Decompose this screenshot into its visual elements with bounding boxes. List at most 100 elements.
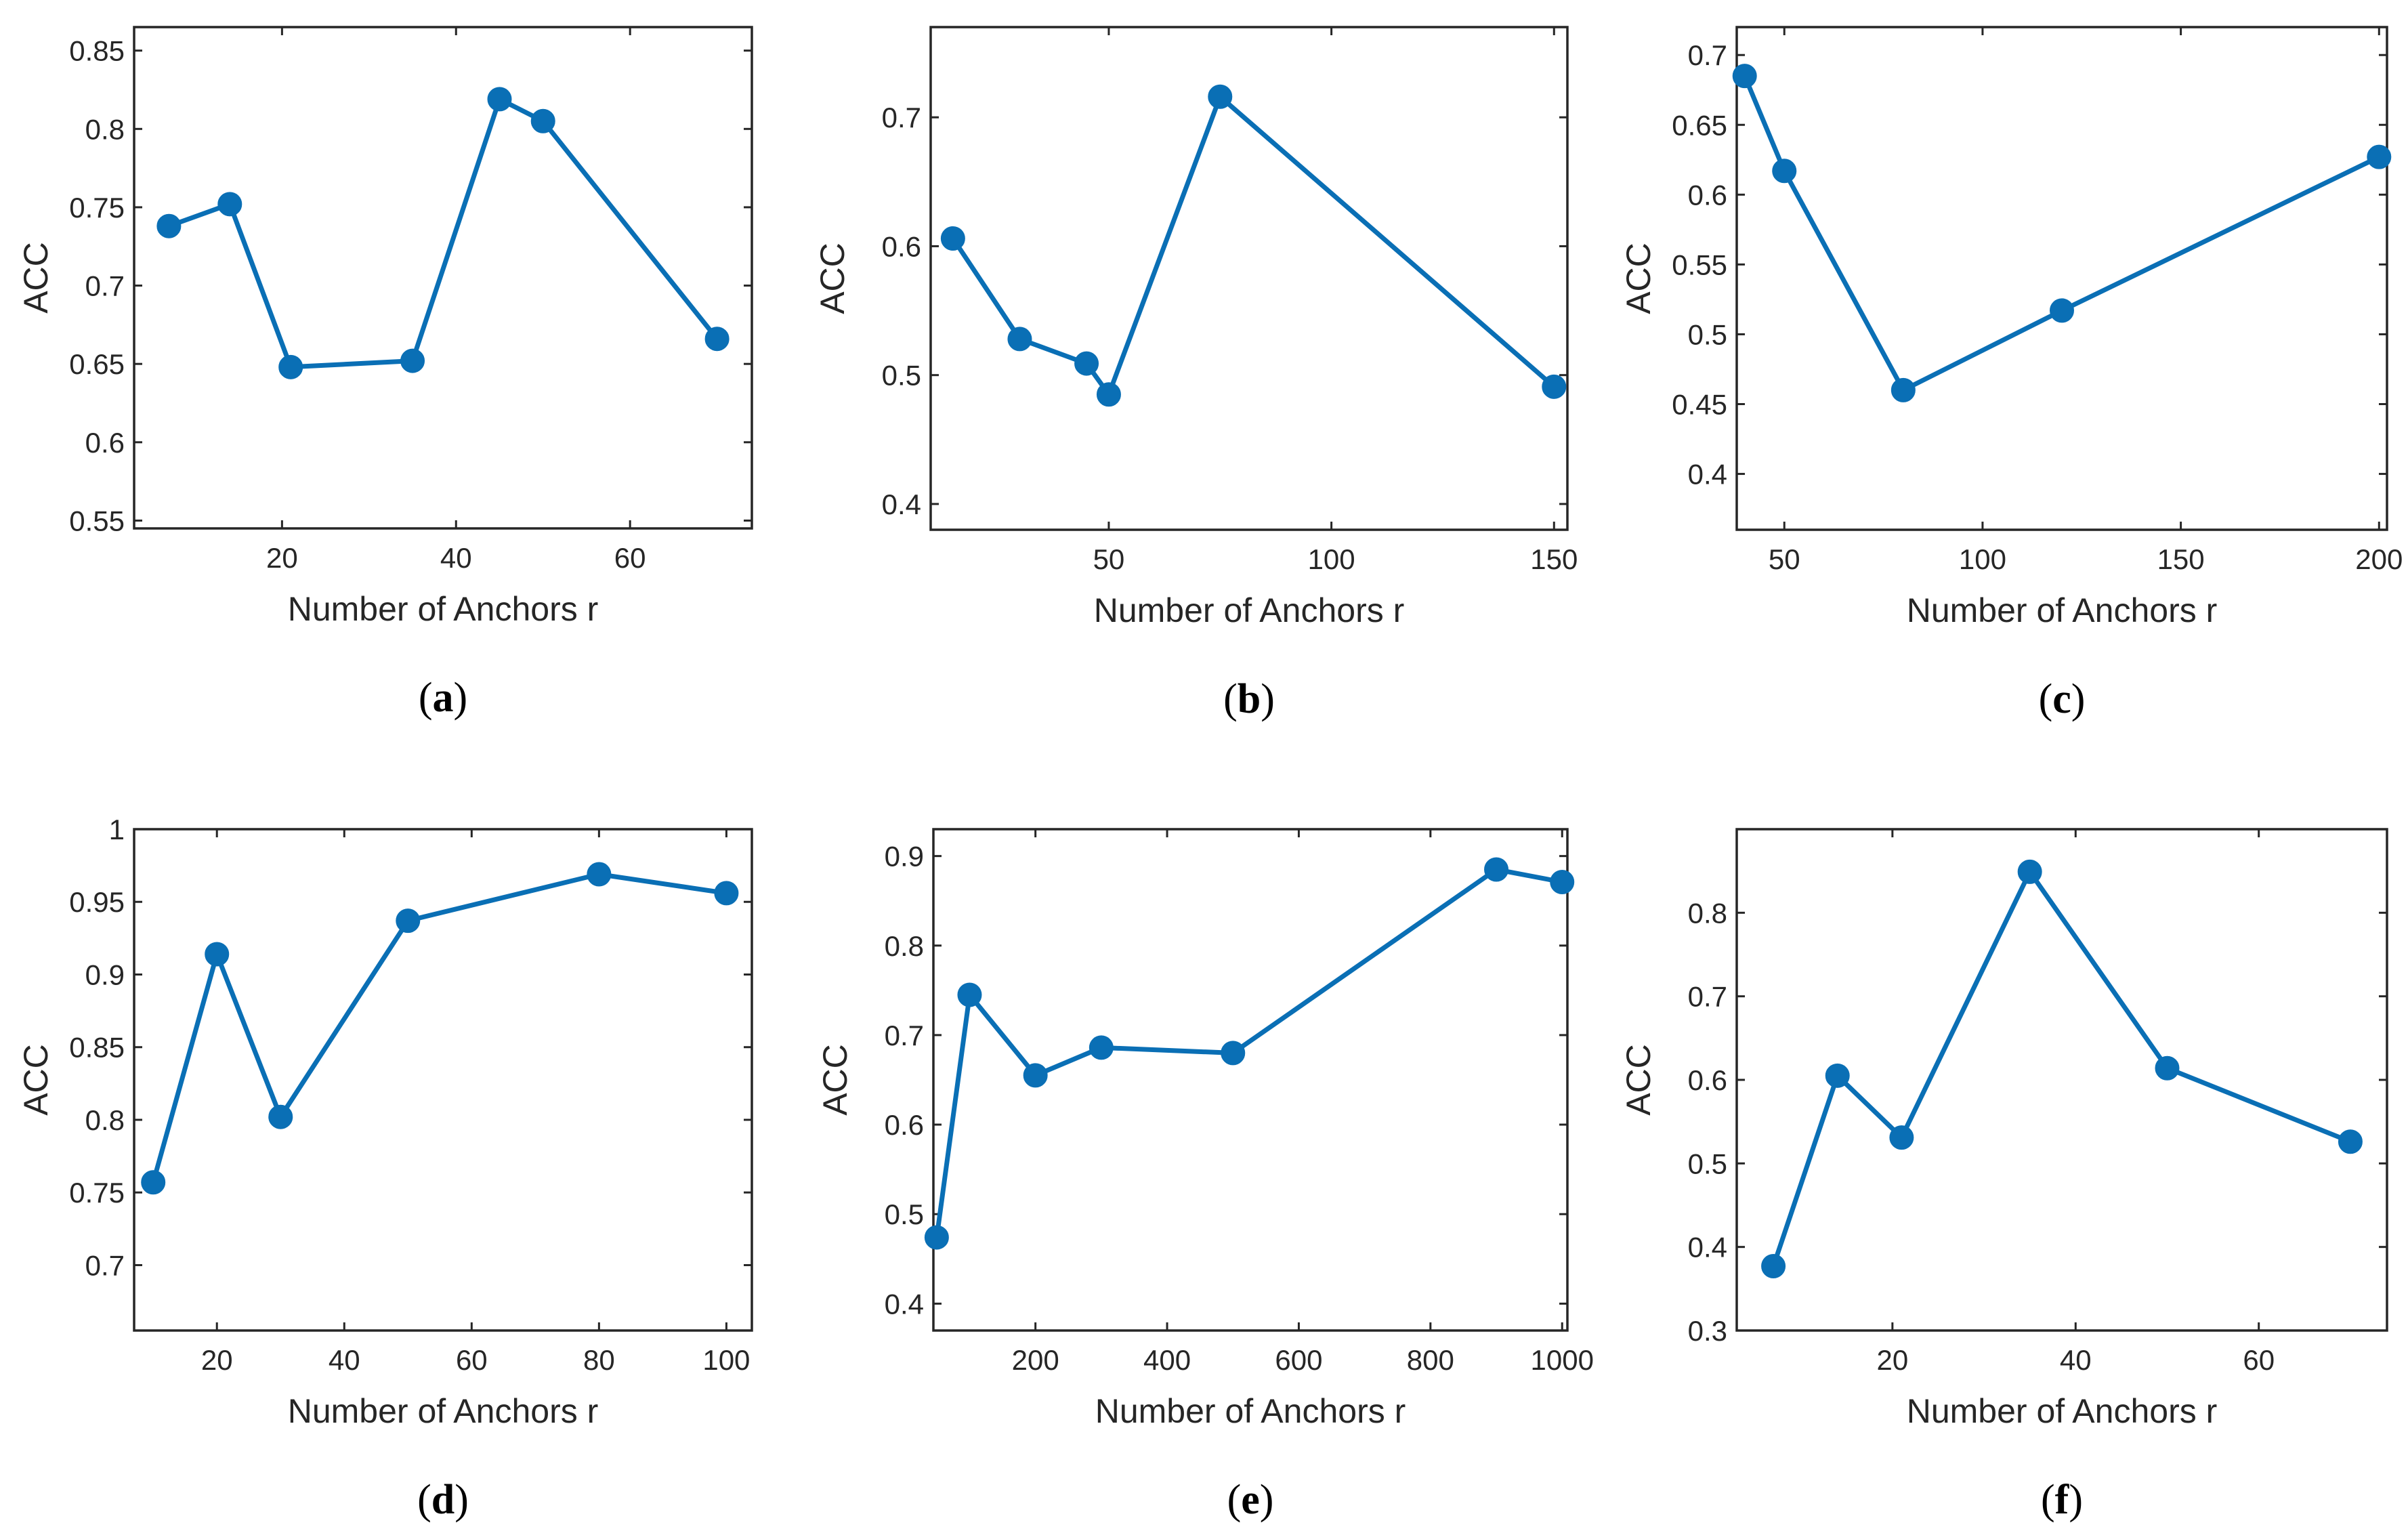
x-tick-label: 400 bbox=[1143, 1344, 1191, 1376]
y-axis-title: ACC bbox=[814, 243, 851, 314]
data-point bbox=[1208, 84, 1233, 109]
y-tick-label: 0.7 bbox=[85, 1249, 125, 1281]
panel-caption: (b) bbox=[1223, 676, 1275, 722]
y-tick-label: 0.65 bbox=[69, 348, 125, 380]
data-point bbox=[278, 354, 303, 379]
data-point bbox=[1825, 1063, 1850, 1088]
x-tick-label: 80 bbox=[583, 1344, 615, 1376]
y-tick-label: 0.6 bbox=[85, 427, 125, 459]
x-tick-label: 50 bbox=[1093, 543, 1125, 575]
data-point bbox=[940, 226, 965, 251]
data-point bbox=[1096, 382, 1121, 407]
data-point bbox=[1484, 857, 1509, 882]
series-line bbox=[168, 96, 719, 370]
y-tick-label: 0.3 bbox=[1688, 1315, 1727, 1347]
series-line bbox=[934, 867, 1563, 1238]
x-tick-label: 40 bbox=[440, 542, 472, 574]
y-tick-label: 0.5 bbox=[1688, 318, 1727, 350]
x-axis-title: Number of Anchors r bbox=[1095, 1392, 1406, 1430]
y-axis-title: ACC bbox=[1620, 1044, 1657, 1116]
y-tick-label: 0.7 bbox=[882, 102, 921, 133]
data-point bbox=[141, 1170, 166, 1195]
y-tick-label: 0.7 bbox=[885, 1020, 924, 1051]
y-tick-label: 0.7 bbox=[1688, 39, 1727, 71]
panel-caption: (d) bbox=[417, 1477, 469, 1523]
y-tick-label: 0.4 bbox=[882, 488, 921, 520]
data-point bbox=[587, 862, 612, 887]
y-tick-label: 0.6 bbox=[1688, 179, 1727, 211]
y-tick-label: 0.8 bbox=[85, 1104, 125, 1136]
x-tick-label: 150 bbox=[2157, 543, 2205, 575]
x-tick-label: 800 bbox=[1407, 1344, 1454, 1376]
chart-panel-c: 50 100 150 200 0.4 0.45 0.5 0.55 0.6 0.65 0.7 Numbe… bbox=[1620, 26, 2403, 722]
y-tick-label: 0.95 bbox=[69, 886, 125, 918]
y-tick-label: 0.55 bbox=[1672, 249, 1727, 280]
y-axis-title: ACC bbox=[1620, 243, 1657, 314]
data-point bbox=[268, 1104, 293, 1129]
data-point bbox=[400, 348, 425, 373]
data-point bbox=[1221, 1041, 1246, 1066]
y-tick-label: 0.9 bbox=[885, 841, 924, 873]
data-point bbox=[924, 1225, 949, 1250]
series-line bbox=[950, 94, 1556, 397]
data-point bbox=[530, 108, 555, 133]
y-tick-label: 0.8 bbox=[85, 113, 125, 145]
x-tick-label: 200 bbox=[1012, 1344, 1059, 1376]
panel-caption: (f) bbox=[2041, 1477, 2083, 1523]
data-point bbox=[1023, 1063, 1048, 1088]
y-tick-label: 0.85 bbox=[69, 1032, 125, 1064]
y-tick-label: 0.45 bbox=[1672, 389, 1727, 421]
plot-frame bbox=[1735, 26, 2388, 531]
y-axis-title: ACC bbox=[17, 1044, 55, 1116]
panel-caption: (e) bbox=[1227, 1477, 1274, 1523]
x-tick-label: 600 bbox=[1275, 1344, 1322, 1376]
data-point bbox=[1889, 1125, 1914, 1150]
data-point bbox=[2338, 1129, 2363, 1154]
data-point bbox=[1772, 159, 1797, 184]
x-axis-title: Number of Anchors r bbox=[1907, 591, 2218, 629]
x-tick-label: 100 bbox=[1308, 543, 1355, 575]
data-point bbox=[217, 192, 242, 217]
y-tick-label: 0.75 bbox=[69, 1177, 125, 1209]
data-point bbox=[1089, 1035, 1114, 1060]
x-tick-label: 1000 bbox=[1531, 1344, 1594, 1376]
panel-caption: (c) bbox=[2039, 676, 2086, 722]
x-tick-label: 60 bbox=[614, 542, 646, 574]
data-point bbox=[957, 982, 982, 1007]
x-tick-label: 200 bbox=[2355, 543, 2403, 575]
x-tick-label: 150 bbox=[1530, 543, 1578, 575]
y-tick-label: 0.8 bbox=[1688, 897, 1727, 929]
plot-frame bbox=[133, 828, 753, 1332]
y-tick-label: 0.8 bbox=[885, 930, 924, 962]
data-point bbox=[1761, 1254, 1786, 1279]
data-point bbox=[1007, 327, 1032, 352]
data-point bbox=[704, 327, 730, 352]
x-tick-label: 50 bbox=[1769, 543, 1800, 575]
y-tick-label: 0.75 bbox=[69, 192, 125, 224]
y-tick-label: 0.9 bbox=[85, 959, 125, 990]
y-tick-label: 0.5 bbox=[1688, 1148, 1727, 1179]
series-line bbox=[150, 872, 727, 1184]
x-axis-title: Number of Anchors r bbox=[1094, 591, 1405, 629]
data-point bbox=[2155, 1055, 2180, 1081]
y-tick-label: 0.65 bbox=[1672, 109, 1727, 141]
data-point bbox=[487, 87, 512, 112]
data-point bbox=[1891, 377, 1916, 402]
y-tick-label: 0.4 bbox=[1688, 1232, 1727, 1263]
data-point bbox=[2050, 298, 2074, 323]
y-tick-label: 0.85 bbox=[69, 35, 125, 67]
x-axis-title: Number of Anchors r bbox=[288, 590, 599, 628]
chart-panel-f: 20 40 60 0.3 0.4 0.5 0.6 0.7 0.8 Number of Anchor… bbox=[1620, 828, 2388, 1523]
chart-panel-e: 200 400 600 800 1000 0.4 0.5 0.6 0.7 0.8 0.9 Number… bbox=[816, 828, 1594, 1523]
chart-panel-a: 20 40 60 0.55 0.6 0.65 0.7 0.75 0.8 0.85 Number of… bbox=[17, 26, 753, 721]
plot-frame bbox=[929, 26, 1569, 531]
y-tick-label: 1 bbox=[109, 814, 125, 845]
series-line bbox=[1771, 869, 2352, 1268]
x-tick-label: 40 bbox=[329, 1344, 360, 1376]
x-tick-label: 100 bbox=[702, 1344, 750, 1376]
data-point bbox=[156, 213, 182, 238]
y-tick-label: 0.7 bbox=[85, 270, 125, 302]
x-axis-title: Number of Anchors r bbox=[288, 1392, 599, 1430]
y-tick-label: 0.6 bbox=[882, 230, 921, 262]
